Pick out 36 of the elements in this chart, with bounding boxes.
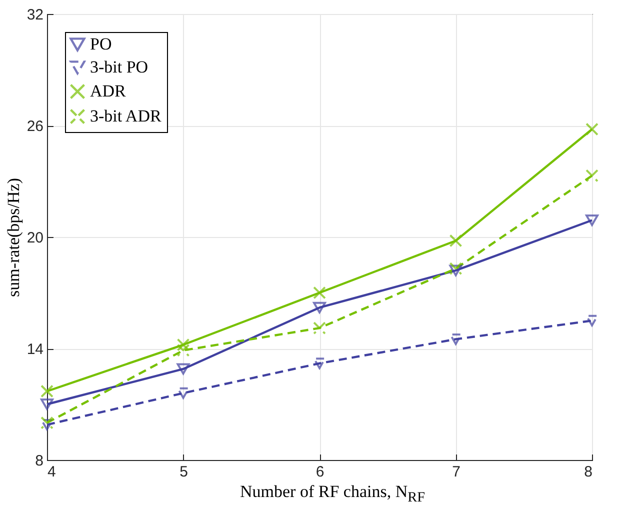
- point: [40, 418, 54, 430]
- point: [586, 314, 598, 326]
- y-tick-label: 20: [26, 230, 44, 246]
- legend-label: 3-bit PO: [90, 58, 148, 76]
- x-tick-label: 7: [452, 464, 460, 480]
- point: [313, 302, 326, 314]
- point: [586, 122, 598, 136]
- point: [176, 344, 190, 357]
- x-tick-label: 8: [584, 464, 592, 480]
- point: [586, 169, 598, 182]
- point: [40, 416, 54, 430]
- legend-label: ADR: [90, 82, 127, 100]
- legend-label: 3-bit ADR: [90, 106, 162, 126]
- point: [449, 234, 462, 248]
- y-tick-label: 32: [26, 6, 44, 24]
- x-tick-label: 5: [180, 464, 188, 480]
- y-axis-title: sum-rate(bps/Hz): [4, 178, 23, 297]
- point: [313, 286, 326, 300]
- point: [176, 338, 190, 352]
- y-tick-label: 8: [35, 452, 44, 470]
- x-tick-label: 6: [316, 464, 324, 480]
- point: [40, 398, 54, 410]
- y-tick-label: 26: [26, 118, 44, 135]
- y-tick-label: 14: [26, 341, 44, 358]
- x-tick-label: 4: [48, 464, 56, 480]
- point: [313, 322, 326, 335]
- x-axis-title: Number of RF chains, N$_{RF}$: [239, 482, 426, 506]
- point: [449, 262, 462, 276]
- point: [176, 363, 190, 375]
- point: [176, 387, 190, 399]
- legend-label: PO: [90, 34, 112, 54]
- point: [313, 358, 326, 370]
- point: [40, 384, 54, 398]
- point: [586, 214, 598, 226]
- point: [449, 264, 462, 276]
- point: [449, 333, 462, 345]
